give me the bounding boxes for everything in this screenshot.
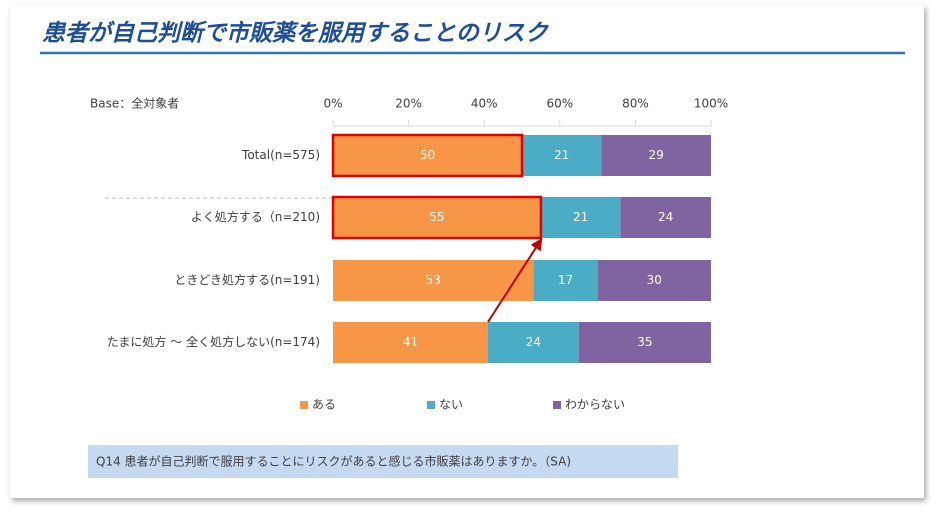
value-label: 53: [426, 273, 441, 287]
value-label: 29: [649, 148, 664, 162]
value-label: 21: [573, 210, 588, 224]
bar-segment: [333, 197, 541, 238]
slide-frame: [10, 5, 924, 498]
legend-swatch: [553, 401, 561, 409]
base-label: Base：全対象者: [90, 96, 179, 111]
bar-segment: [601, 135, 711, 176]
value-label: 17: [558, 273, 573, 287]
bar-segment: [333, 322, 488, 363]
bar-segment: [333, 135, 522, 176]
x-tick-label: 100%: [694, 97, 728, 111]
highlight-box: [331, 133, 524, 178]
value-label: 24: [526, 335, 541, 349]
footnote-box: [88, 445, 678, 478]
y-tick-label: よく処方する（n=210): [191, 209, 320, 224]
value-label: 41: [403, 335, 418, 349]
bar-segment: [333, 260, 534, 301]
x-tick-label: 80%: [622, 97, 649, 111]
bar-segment: [487, 322, 579, 363]
y-tick-label: Total(n=575): [241, 148, 320, 162]
bar-segment: [533, 260, 598, 301]
bar-segment: [578, 322, 711, 363]
legend-label: ある: [312, 398, 336, 412]
legend-swatch: [300, 401, 308, 409]
y-tick-label: ときどき処方する(n=191): [174, 272, 320, 287]
chart-title: 患者が自己判断で市販薬を服用することのリスク: [42, 20, 550, 47]
highlight-arrow: [487, 237, 543, 323]
legend-swatch: [427, 401, 435, 409]
highlight-box: [331, 195, 543, 240]
bar-segment: [522, 135, 602, 176]
x-tick-label: 0%: [323, 97, 342, 111]
bar-segment: [620, 197, 711, 238]
legend-label: わからない: [565, 398, 625, 412]
x-tick-label: 40%: [471, 97, 498, 111]
value-label: 35: [637, 335, 652, 349]
value-label: 55: [429, 210, 444, 224]
legend-label: ない: [439, 398, 463, 412]
value-label: 21: [554, 148, 569, 162]
footnote: Q14 患者が自己判断で服用することにリスクがあると感じる市販薬はありますか。（…: [96, 454, 571, 469]
bar-segment: [540, 197, 621, 238]
x-tick-label: 60%: [546, 97, 573, 111]
value-label: 30: [647, 273, 662, 287]
bar-segment: [597, 260, 711, 301]
y-tick-label: たまに処方 ～ 全く処方しない(n=174): [107, 334, 320, 349]
value-label: 24: [658, 210, 673, 224]
x-tick-label: 20%: [395, 97, 422, 111]
value-label: 50: [420, 148, 435, 162]
